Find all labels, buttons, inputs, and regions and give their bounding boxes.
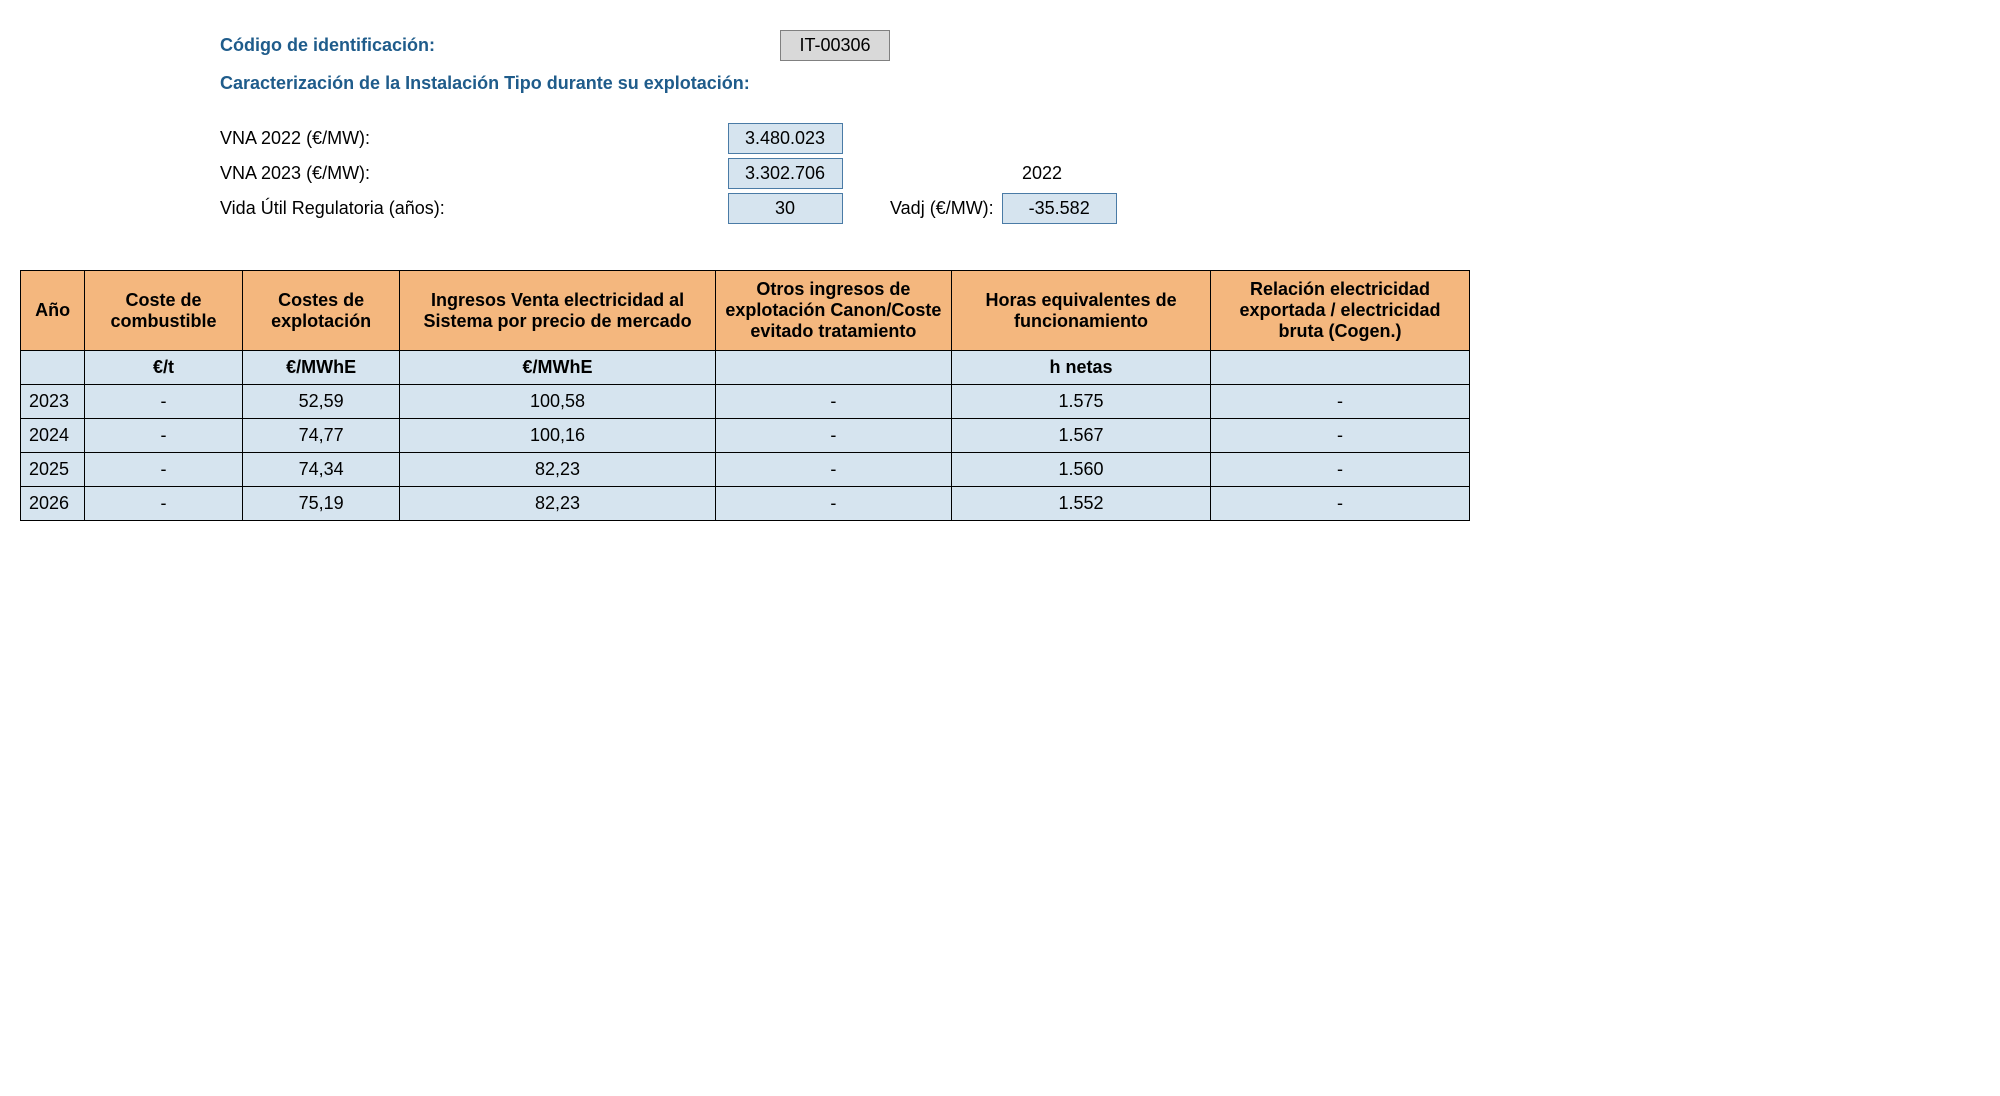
section-title: Caracterización de la Instalación Tipo d… — [220, 73, 1980, 94]
unit-cell — [715, 351, 951, 385]
data-table: Año Coste de combustible Costes de explo… — [20, 270, 1470, 521]
vna2022-row: VNA 2022 (€/MW): 3.480.023 — [220, 122, 1980, 155]
vadj-wrapper: Vadj (€/MW): -35.582 — [890, 193, 1117, 224]
vida-util-value: 30 — [728, 193, 843, 224]
cell: 75,19 — [242, 487, 400, 521]
col-header-ingresos: Ingresos Venta electricidad al Sistema p… — [400, 271, 715, 351]
year-ref: 2022 — [850, 163, 1070, 184]
table-row: 2026 - 75,19 82,23 - 1.552 - — [21, 487, 1470, 521]
cell-year: 2026 — [21, 487, 85, 521]
vna2022-label: VNA 2022 (€/MW): — [220, 122, 720, 155]
cell: - — [1211, 487, 1470, 521]
col-header-explotacion: Costes de explotación — [242, 271, 400, 351]
cell: - — [715, 453, 951, 487]
codigo-label: Código de identificación: — [220, 35, 780, 56]
cell: - — [85, 487, 243, 521]
cell: - — [1211, 419, 1470, 453]
cell: - — [85, 385, 243, 419]
cell: 52,59 — [242, 385, 400, 419]
unit-cell — [1211, 351, 1470, 385]
cell: 100,58 — [400, 385, 715, 419]
cell: - — [715, 487, 951, 521]
cell: 1.575 — [952, 385, 1211, 419]
vida-util-row: Vida Útil Regulatoria (años): 30 Vadj (€… — [220, 192, 1980, 225]
vadj-label: Vadj (€/MW): — [890, 198, 994, 219]
cell: 1.560 — [952, 453, 1211, 487]
table-row: 2025 - 74,34 82,23 - 1.560 - — [21, 453, 1470, 487]
cell: 1.567 — [952, 419, 1211, 453]
vna2023-label: VNA 2023 (€/MW): — [220, 157, 720, 190]
vna2023-row: VNA 2023 (€/MW): 3.302.706 2022 — [220, 157, 1980, 190]
cell: - — [715, 419, 951, 453]
cell: - — [1211, 385, 1470, 419]
params-section: VNA 2022 (€/MW): 3.480.023 VNA 2023 (€/M… — [220, 122, 1980, 225]
header-section: Código de identificación: IT-00306 Carac… — [220, 30, 1980, 94]
cell-year: 2024 — [21, 419, 85, 453]
col-header-horas: Horas equivalentes de funcionamiento — [952, 271, 1211, 351]
cell-year: 2023 — [21, 385, 85, 419]
table-row: 2023 - 52,59 100,58 - 1.575 - — [21, 385, 1470, 419]
unit-cell: h netas — [952, 351, 1211, 385]
unit-cell — [21, 351, 85, 385]
col-header-ano: Año — [21, 271, 85, 351]
vadj-value: -35.582 — [1002, 193, 1117, 224]
table-header: Año Coste de combustible Costes de explo… — [21, 271, 1470, 351]
codigo-value-box: IT-00306 — [780, 30, 890, 61]
cell-year: 2025 — [21, 453, 85, 487]
vida-util-label: Vida Útil Regulatoria (años): — [220, 192, 720, 225]
cell: 1.552 — [952, 487, 1211, 521]
cell: 74,77 — [242, 419, 400, 453]
cell: - — [85, 419, 243, 453]
unit-cell: €/t — [85, 351, 243, 385]
vna2022-value: 3.480.023 — [728, 123, 843, 154]
cell: - — [85, 453, 243, 487]
col-header-combustible: Coste de combustible — [85, 271, 243, 351]
col-header-relacion: Relación electricidad exportada / electr… — [1211, 271, 1470, 351]
cell: - — [1211, 453, 1470, 487]
vna2023-value: 3.302.706 — [728, 158, 843, 189]
cell: 100,16 — [400, 419, 715, 453]
cell: 82,23 — [400, 453, 715, 487]
units-row: €/t €/MWhE €/MWhE h netas — [21, 351, 1470, 385]
unit-cell: €/MWhE — [400, 351, 715, 385]
cell: - — [715, 385, 951, 419]
table-body: €/t €/MWhE €/MWhE h netas 2023 - 52,59 1… — [21, 351, 1470, 521]
cell: 82,23 — [400, 487, 715, 521]
unit-cell: €/MWhE — [242, 351, 400, 385]
codigo-row: Código de identificación: IT-00306 — [220, 30, 1980, 61]
table-row: 2024 - 74,77 100,16 - 1.567 - — [21, 419, 1470, 453]
col-header-otros: Otros ingresos de explotación Canon/Cost… — [715, 271, 951, 351]
cell: 74,34 — [242, 453, 400, 487]
